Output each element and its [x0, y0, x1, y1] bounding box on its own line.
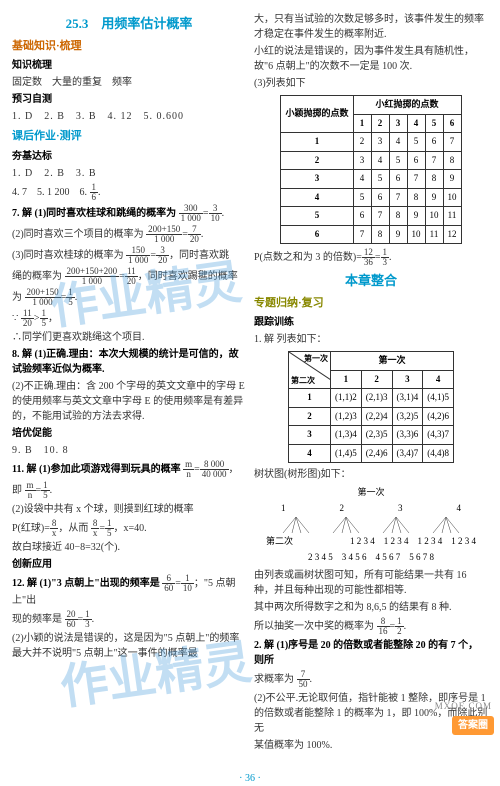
q7: 7. 解 (1)同时喜欢桂球和跳绳的概率为 — [12, 207, 176, 218]
text: (3)同时喜欢桂球的概率为 — [12, 249, 124, 260]
section-title: 25.3 用频率估计概率 — [12, 14, 246, 34]
text: 求概率为 — [254, 674, 294, 685]
fraction: 1236 — [362, 248, 375, 267]
text: 某值概率为 100%. — [254, 738, 488, 753]
fraction: 13 — [381, 248, 390, 267]
text: ，同时喜欢踢毽的概率 — [138, 270, 238, 281]
text: 故白球接近 40−8=32(个). — [12, 540, 246, 555]
text: 小红的说法是错误的，因为事件发生具有随机性，故"6 点朝上"的次数不一定是 10… — [254, 44, 488, 74]
text: ∵ — [12, 312, 18, 323]
q2: 2. 解 (1)序号是 20 的倍数或者能整除 20 的有 7 个，则所 — [254, 640, 478, 666]
subsection: 专题归纳·复习 — [254, 295, 488, 312]
label: 夯基达标 — [12, 151, 52, 162]
text: 由列表或画树状图可知，所有可能结果一共有 16 种，并且每种出现的可能性都相等. — [254, 568, 488, 598]
text: 为 — [12, 291, 22, 302]
fraction: 1120 — [125, 267, 138, 286]
text: ，同时喜欢跳 — [169, 249, 229, 260]
text: 固定数 大量的重复 频率 — [12, 75, 246, 90]
fraction: 12 — [395, 617, 404, 636]
q11: 11. 解 (1)参加此项游戏得到玩具的概率 — [12, 463, 181, 474]
fraction: 15 — [41, 481, 50, 500]
site-url: MXQE.COM — [435, 700, 492, 714]
answers: 1. D 2. B 3. B 4. 12 5. 0.600 — [12, 109, 246, 124]
text: P(红球)= — [12, 522, 50, 533]
text: (2)不正确.理由：含 200 个字母的英文文章中的字母 E 的使用频率与英文文… — [12, 379, 246, 424]
fraction: 13 — [83, 610, 92, 629]
fraction: 660 — [162, 574, 175, 593]
fraction: 310 — [209, 204, 222, 223]
fraction: 1120 — [21, 309, 34, 328]
label: 预习自测 — [12, 94, 52, 105]
fraction: 720 — [188, 225, 201, 244]
text: 树状图(树形图)如下： — [254, 467, 488, 482]
fraction: 320 — [156, 246, 169, 265]
fraction: 2060 — [65, 610, 78, 629]
q8: 8. 解 (1)正确.理由：本次大规模的统计是可信的，故试验频率近似为概率. — [12, 349, 239, 375]
label: 知识梳理 — [12, 60, 52, 71]
fraction: 1501 000 — [126, 246, 150, 265]
page-number: · 36 · — [0, 771, 500, 786]
answers: 9. B 10. 8 — [12, 443, 246, 458]
fraction: 110 — [181, 574, 194, 593]
text: ∴同学们更喜欢跳绳这个项目. — [12, 330, 246, 345]
fraction: 15 — [40, 309, 49, 328]
text: 1. 解 列表如下： — [254, 332, 488, 347]
fraction: 15 — [66, 288, 75, 307]
text: 大，只有当试验的次数足够多时，该事件发生的频率才稳定在事件发生的概率附近. — [254, 12, 488, 42]
text: 即 — [12, 484, 22, 495]
badge: 答案圈 — [452, 716, 494, 735]
fraction: 816 — [377, 617, 390, 636]
tree-diagram: 第一次 1234 第二次 1 2 3 4 1 2 3 4 1 2 3 4 1 2… — [254, 486, 488, 564]
label: 培优促能 — [12, 428, 52, 439]
outcome-table: 第一次第二次第一次 1234 1(1,1)2(2,1)3(3,1)4(4,1)5… — [288, 351, 454, 463]
q12: 12. 解 (1)"3 点朝上"出现的频率是 — [12, 577, 160, 588]
fraction: 8 00040 000 — [200, 460, 229, 479]
text: 所以抽奖一次中奖的概率为 — [254, 621, 374, 632]
fraction: 200+150+2001 000 — [65, 267, 120, 286]
text: 其中两次所得数字之和为 8,6,5 的结果有 8 种. — [254, 600, 488, 615]
text: 现的频率是 — [12, 613, 62, 624]
dice-sum-table: 小颖抛掷的点数小红抛掷的点数 123456 123456723456783456… — [280, 95, 461, 244]
text: 4. 7 5. 1 200 6. — [12, 186, 90, 197]
label: 创新应用 — [12, 559, 52, 570]
label: 跟踪训练 — [254, 317, 294, 328]
fraction: mn — [183, 460, 194, 479]
text: (2)同时喜欢三个项目的概率为 — [12, 228, 144, 239]
text: (2)设袋中共有 x 个球，则摸到红球的概率 — [12, 502, 246, 517]
text: 绳的概率为 — [12, 270, 62, 281]
fraction: 200+1501 000 — [25, 288, 61, 307]
fraction: 750 — [297, 670, 310, 689]
text: (3)列表如下 — [254, 76, 488, 91]
fraction: 16 — [90, 183, 99, 202]
text: P(点数之和为 3 的倍数)= — [254, 252, 362, 263]
answers: 1. D 2. B 3. B — [12, 166, 246, 181]
subsection: 基础知识·梳理 — [12, 38, 246, 55]
fraction: 200+1501 000 — [146, 225, 182, 244]
fraction: 15 — [105, 519, 114, 538]
fraction: mn — [25, 481, 36, 500]
section-title: 本章整合 — [254, 271, 488, 291]
text: (2)小颖的说法是错误的，这是因为"5 点朝上"的频率最大并不说明"5 点朝上"… — [12, 631, 246, 661]
fraction: 3001 000 — [179, 204, 203, 223]
subsection: 课后作业·测评 — [12, 128, 246, 145]
